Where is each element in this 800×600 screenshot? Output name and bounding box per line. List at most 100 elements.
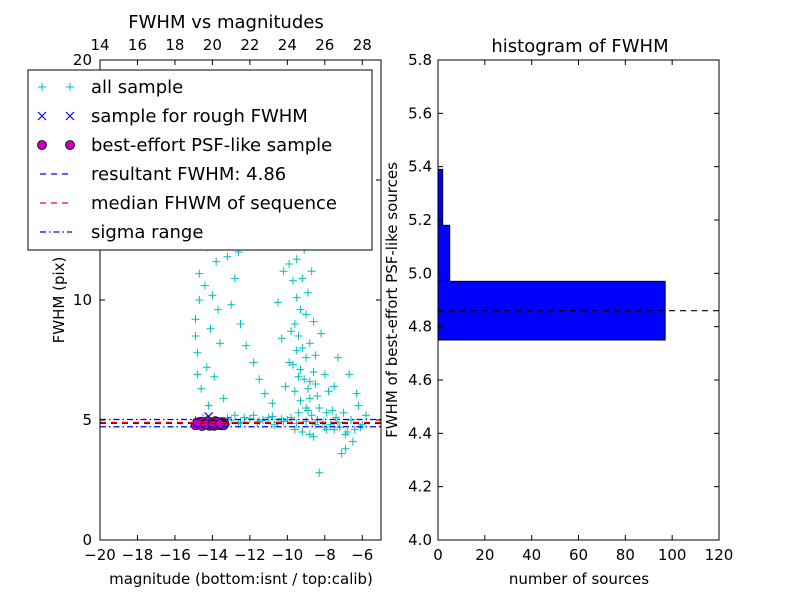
plus-point: [296, 305, 305, 314]
legend-label: median FHWM of sequence: [91, 193, 337, 214]
plus-point: [279, 267, 288, 276]
y-tick-label: 5.2: [408, 211, 432, 229]
top-tick-label: 18: [165, 36, 184, 54]
plus-point: [197, 384, 206, 393]
plus-point: [245, 414, 254, 423]
plus-point: [350, 425, 359, 434]
y-tick-label: 5.4: [408, 158, 432, 176]
plus-point: [292, 255, 301, 264]
plus-point: [305, 339, 314, 348]
plus-point: [195, 269, 204, 278]
top-tick-label: 20: [203, 36, 222, 54]
plus-point: [296, 365, 305, 374]
plus-point: [362, 411, 371, 420]
legend-entries: all sample sample for rough FWHM best-effo…: [37, 77, 337, 243]
top-tick-label: 22: [240, 36, 259, 54]
x-tick-label: 60: [569, 546, 588, 564]
y-tick-label: 4.8: [408, 318, 432, 336]
legend-entry: sigma range: [40, 222, 203, 243]
plus-point: [337, 449, 346, 458]
plus-point: [292, 293, 301, 302]
plus-point: [204, 401, 213, 410]
plus-point: [328, 406, 337, 415]
plus-point: [294, 372, 303, 381]
plus-point: [348, 437, 357, 446]
plus-point: [236, 320, 245, 328]
y-tick-label: 20: [73, 51, 92, 69]
plus-point: [313, 392, 322, 400]
y-tick-label: 5: [82, 411, 92, 429]
histogram-bar: [437, 168, 444, 226]
x-tick-label: 80: [616, 546, 635, 564]
plus-point: [212, 257, 221, 266]
x-tick-label: 20: [475, 546, 494, 564]
plus-point: [219, 394, 228, 403]
plus-point: [322, 408, 331, 417]
plus-point: [288, 276, 297, 285]
legend-marker: [65, 140, 75, 150]
plus-point: [242, 341, 251, 350]
plus-point: [298, 344, 307, 352]
x-tick-label: 0: [433, 546, 443, 564]
plus-point: [302, 417, 311, 426]
x-tick-label: −14: [197, 546, 229, 564]
x-tick-label: −20: [84, 546, 116, 564]
legend-box: [27, 69, 373, 251]
plus-point: [307, 267, 316, 276]
top-tick-label: 28: [353, 36, 372, 54]
legend-marker: [37, 111, 47, 121]
plus-point: [287, 327, 296, 336]
plus-point: [294, 408, 303, 417]
y-tick-label: 5.6: [408, 104, 432, 122]
plus-point: [345, 370, 354, 379]
plus-point: [260, 389, 269, 398]
histogram-x-ticks: 0 20 40 60 80 100 120: [433, 60, 733, 564]
plus-point: [264, 413, 273, 422]
plus-point: [302, 310, 311, 319]
plus-point: [309, 432, 318, 441]
plus-point: [208, 291, 217, 300]
plus-point: [290, 387, 299, 396]
plus-point: [193, 348, 202, 357]
plus-point: [317, 329, 326, 338]
plus-point: [303, 406, 312, 415]
top-tick-label: 14: [90, 36, 109, 54]
plus-point: [339, 408, 348, 417]
plus-point: [333, 353, 342, 362]
plus-point: [195, 296, 204, 304]
plus-point: [324, 387, 333, 396]
plus-point: [309, 317, 318, 326]
x-tick-label: −16: [159, 546, 191, 564]
legend-label: best-effort PSF-like sample: [91, 135, 332, 156]
x-tick-label: 100: [658, 546, 687, 564]
plus-point: [277, 334, 286, 343]
y-tick-label: 0: [82, 531, 92, 549]
plus-point: [309, 368, 318, 376]
histogram-panel: 0 20 40 60 80 100 120 4.0 4.2 4.4 4.6 4.8 5.0 5.2 5.4…: [383, 36, 733, 588]
plus-point: [320, 370, 329, 379]
plus-point: [303, 384, 312, 393]
histogram-y-axis-label: FWHM of best-effort PSF-like sources: [383, 162, 401, 438]
plus-point: [311, 351, 320, 360]
plus-point: [302, 353, 311, 362]
plus-point: [230, 274, 239, 283]
legend-marker: [66, 83, 74, 91]
legend-marker: [37, 140, 47, 150]
plus-point: [315, 468, 324, 477]
legend-label: resultant FWHM: 4.86: [91, 164, 286, 185]
scatter-x-ticks: −20 −18 −16 −14 −12 −10 −8 −6: [84, 535, 373, 564]
top-tick-label: 24: [278, 36, 297, 54]
x-tick-label: 40: [522, 546, 541, 564]
legend-entry: all sample: [38, 77, 183, 98]
legend-marker: [65, 111, 75, 121]
plus-point: [298, 274, 307, 283]
x-tick-label: −12: [234, 546, 266, 564]
plus-point: [210, 372, 219, 381]
plus-point: [315, 404, 324, 412]
y-tick-label: 4.0: [408, 531, 432, 549]
plus-point: [307, 411, 316, 420]
y-tick-label: 4.2: [408, 478, 432, 496]
plus-point: [206, 324, 215, 333]
x-tick-label: −8: [314, 546, 336, 564]
